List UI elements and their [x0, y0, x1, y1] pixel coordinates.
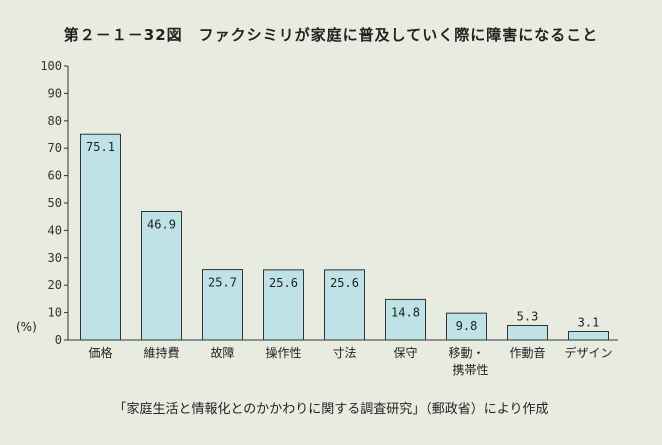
- category-label-line: デザイン: [564, 345, 612, 360]
- y-tick-label: 30: [48, 251, 62, 265]
- y-tick-label: 90: [48, 86, 62, 100]
- category-label-line: 携帯性: [452, 362, 488, 377]
- y-tick-label: 80: [48, 114, 62, 128]
- category-label-line: 維持費: [143, 345, 179, 360]
- category-label: 保守: [393, 346, 417, 360]
- chart-title: 第２－１－32図 ファクシミリが家庭に普及していく際に障害になること: [63, 26, 599, 44]
- bar: [263, 269, 304, 341]
- data-label: 25.6: [269, 276, 298, 290]
- y-tick-label: 60: [48, 169, 62, 183]
- y-tick-label: 50: [48, 196, 62, 210]
- data-label: 46.9: [147, 217, 176, 231]
- bar: [141, 210, 182, 341]
- y-tick-label: 40: [48, 223, 62, 237]
- category-label: デザイン: [564, 345, 612, 360]
- bar: [507, 324, 548, 341]
- data-label: 75.1: [86, 140, 115, 154]
- data-label: 9.8: [456, 319, 478, 333]
- category-label: 移動・携帯性: [448, 346, 488, 377]
- category-label: 操作性: [265, 345, 301, 360]
- category-label: 作動音: [509, 345, 545, 360]
- bar: [568, 331, 609, 341]
- data-label: 3.1: [578, 316, 600, 330]
- source-note: 「家庭生活と情報化とのかかわりに関する調査研究」（郵政省）により作成: [113, 402, 549, 417]
- category-label-line: 操作性: [265, 345, 301, 360]
- data-label: 5.3: [517, 309, 539, 323]
- data-label: 25.6: [330, 276, 359, 290]
- category-label-line: 寸法: [332, 346, 356, 360]
- data-label: 25.7: [208, 276, 237, 290]
- y-tick-label: 10: [48, 306, 62, 320]
- y-tick-label: 20: [48, 278, 62, 292]
- bar: [385, 298, 426, 341]
- data-label: 14.8: [391, 305, 420, 319]
- bars: 75.1 46.9 25.7 25.6 25.6 14.8 9.8 5.3 3.1: [80, 133, 609, 341]
- category-label-line: 移動・: [448, 346, 484, 360]
- category-label-line: 保守: [393, 346, 417, 360]
- category-label: 故障: [210, 345, 234, 360]
- category-label: 価格: [88, 345, 112, 360]
- y-axis-unit-label: (%): [16, 320, 37, 334]
- category-label: 寸法: [332, 346, 356, 360]
- category-label-line: 故障: [210, 345, 234, 360]
- bar: [202, 269, 243, 341]
- category-label: 維持費: [143, 345, 179, 360]
- y-tick-label: 0: [55, 333, 62, 347]
- y-tick-label: 100: [40, 59, 62, 73]
- bar: [324, 269, 365, 341]
- bar: [80, 133, 121, 341]
- y-tick-label: 70: [48, 141, 62, 155]
- bar: [446, 312, 487, 341]
- category-labels: 価格 維持費 故障 操作性 寸法 保守 移動・携帯性 作動音 デザイン: [88, 345, 612, 377]
- category-label-line: 作動音: [509, 345, 545, 360]
- category-label-line: 価格: [88, 345, 112, 360]
